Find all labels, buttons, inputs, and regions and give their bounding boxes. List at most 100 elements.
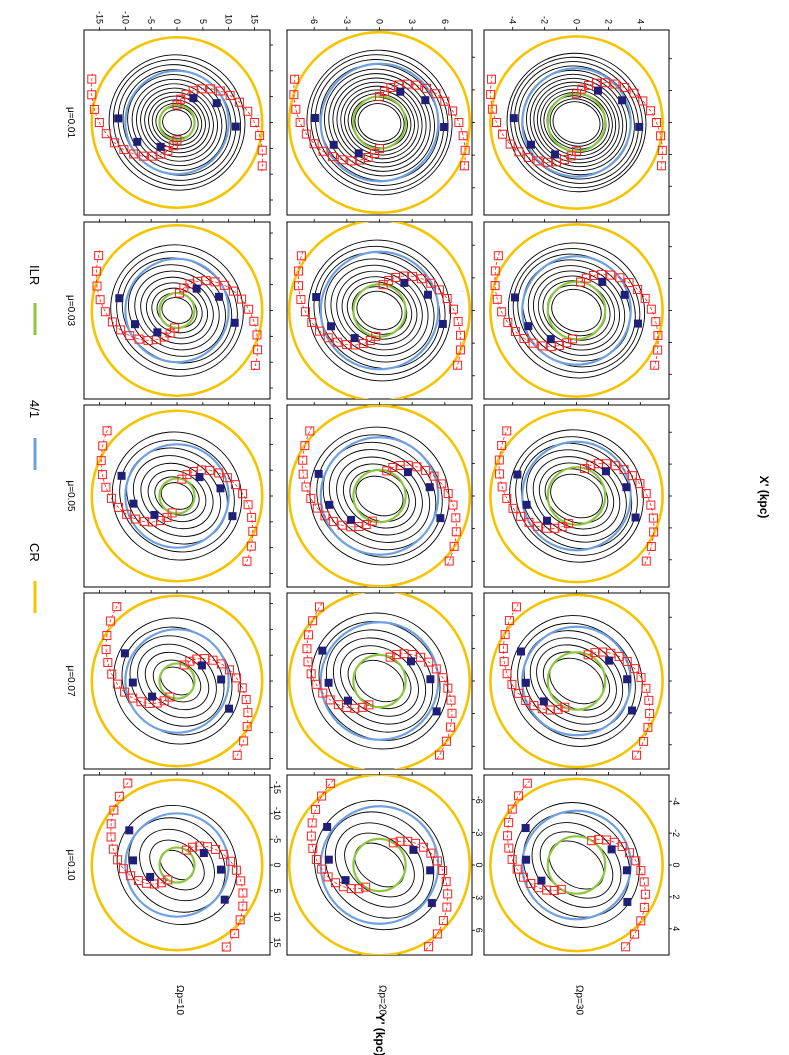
orbit-curve xyxy=(112,59,242,186)
x-tick-text: 0 xyxy=(671,862,681,867)
spiral-square-marker xyxy=(119,145,129,155)
orbit-node-marker xyxy=(427,899,436,908)
orbit-curve xyxy=(131,78,223,167)
ultraharmonic-circle xyxy=(319,436,440,556)
spiral-square-marker xyxy=(224,665,234,675)
ticks: -15 -10 -5 0 5 10 15 xyxy=(99,772,282,948)
legend-item-1: 4/1 xyxy=(27,400,42,470)
ilr-circle xyxy=(158,103,196,142)
spiral-square-marker xyxy=(134,334,144,344)
orbit-curve xyxy=(522,812,631,918)
y-tick-text: 0 xyxy=(172,19,182,24)
orbit-curve xyxy=(330,264,429,357)
spiral-square-marker xyxy=(290,74,300,84)
spiral-square-marker xyxy=(447,708,457,718)
spiral-square-marker xyxy=(507,854,517,864)
legend-label-0: ILR xyxy=(27,265,42,285)
spiral-square-marker xyxy=(228,286,238,296)
orbit-node-marker xyxy=(421,96,430,105)
spiral-arm-dotted xyxy=(310,778,366,890)
corotation-circle xyxy=(90,778,264,952)
panel-r1-c4: -6 -3 0 3 6 xyxy=(286,772,484,956)
panel-frame xyxy=(483,774,670,956)
spiral-square-marker xyxy=(560,702,570,712)
orbit-curve xyxy=(325,629,434,733)
spiral-square-marker xyxy=(504,843,514,853)
y-tick-label: 2 xyxy=(603,19,613,24)
spiral-square-marker xyxy=(421,83,431,93)
x-tick-label: -15 xyxy=(272,781,282,794)
panel-r1-c2 xyxy=(286,402,475,588)
spiral-square-marker xyxy=(507,679,517,689)
spiral-square-marker xyxy=(210,277,220,287)
spiral-square-marker xyxy=(453,317,463,327)
panel-frame xyxy=(286,29,473,216)
spiral-square-marker xyxy=(303,657,313,667)
y-tick-label: 15 xyxy=(250,14,260,24)
orbit-node-marker xyxy=(231,122,240,131)
y-tick-label: -15 xyxy=(95,11,105,24)
spiral-square-marker xyxy=(300,441,310,451)
orbit-node-marker xyxy=(623,897,632,906)
spiral-square-marker xyxy=(650,360,660,370)
spiral-square-marker xyxy=(295,118,305,127)
orbit-curve xyxy=(308,239,451,382)
spiral-square-marker xyxy=(630,664,640,674)
spiral-square-marker xyxy=(87,74,97,84)
y-tick-text: -2 xyxy=(540,16,550,24)
panel-content xyxy=(489,593,664,769)
column-label-1: μ=0.03 xyxy=(65,295,76,327)
spiral-square-marker xyxy=(257,161,267,171)
spiral-square-marker xyxy=(441,877,451,887)
orbit-node-marker xyxy=(327,322,336,331)
spiral-square-marker xyxy=(504,818,514,828)
panel-frame xyxy=(483,404,670,588)
spiral-square-marker xyxy=(323,872,333,882)
y-tick-label: -2 xyxy=(540,16,550,24)
orbit-curve xyxy=(140,276,214,345)
orbit-curve xyxy=(510,615,643,747)
spiral-square-marker xyxy=(333,700,343,710)
orbit-curve xyxy=(328,449,431,543)
panel-r0-c1 xyxy=(83,219,273,400)
spiral-square-marker xyxy=(638,96,648,106)
orbit-node-marker xyxy=(217,675,226,684)
spiral-square-marker xyxy=(431,664,441,674)
spiral-arm-dotted xyxy=(95,250,175,341)
orbit-node-marker xyxy=(318,646,327,655)
ilr-circle xyxy=(158,477,196,515)
spiral-square-marker xyxy=(237,294,247,304)
spiral-square-marker xyxy=(98,441,108,451)
y-tick-label: 6 xyxy=(440,19,450,24)
corotation-circle xyxy=(287,775,472,955)
spiral-square-marker xyxy=(221,942,231,952)
ultraharmonic-circle xyxy=(124,443,230,549)
spiral-square-marker xyxy=(242,722,252,732)
orbit-node-marker xyxy=(605,656,614,665)
spiral-square-marker xyxy=(503,318,513,328)
spiral-square-marker xyxy=(653,330,663,340)
x-tick-label: -5 xyxy=(272,835,282,843)
spiral-square-marker xyxy=(610,79,620,89)
spiral-square-marker xyxy=(337,155,347,165)
ultraharmonic-circle xyxy=(521,255,632,366)
spiral-square-marker xyxy=(231,480,241,490)
spiral-square-marker xyxy=(533,156,543,166)
spiral-square-marker xyxy=(298,469,308,479)
orbit-curve xyxy=(328,73,431,172)
spiral-square-marker xyxy=(87,90,97,100)
spiral-square-marker xyxy=(102,426,112,436)
row-label-text-0: Ωp=10 xyxy=(174,985,185,1015)
orbit-curve xyxy=(110,244,244,377)
spiral-arm-dotted xyxy=(293,73,380,162)
orbit-curve xyxy=(507,242,646,379)
spiral-square-marker xyxy=(639,877,649,887)
orbit-node-marker xyxy=(631,513,640,522)
spiral-square-marker xyxy=(311,854,321,864)
spiral-square-marker xyxy=(320,511,330,521)
orbit-curve xyxy=(324,811,435,919)
spiral-square-marker xyxy=(651,317,661,327)
orbit-node-marker xyxy=(120,649,129,658)
y-tick-label: 3 xyxy=(407,19,417,24)
spiral-square-marker xyxy=(219,280,229,290)
